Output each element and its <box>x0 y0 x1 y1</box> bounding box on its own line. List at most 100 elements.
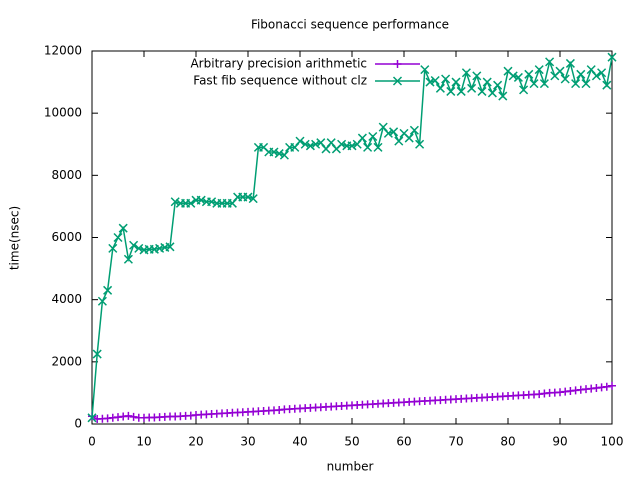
point-marker <box>300 139 310 149</box>
point-marker <box>274 149 284 159</box>
point-marker <box>295 136 305 146</box>
x-tick-label: 100 <box>601 435 624 449</box>
point-marker <box>597 68 607 78</box>
point-marker <box>123 254 133 264</box>
x-tick-label: 30 <box>240 435 255 449</box>
point-marker <box>129 240 139 250</box>
series-line <box>91 57 613 418</box>
point-marker <box>394 136 404 146</box>
point-marker <box>207 197 217 207</box>
point-marker <box>519 85 529 95</box>
point-marker <box>279 150 289 160</box>
point-marker <box>373 142 383 152</box>
point-marker <box>415 139 425 149</box>
point-marker <box>425 77 435 87</box>
point-marker <box>571 79 581 89</box>
point-marker <box>404 133 414 143</box>
y-tick-label: 2000 <box>51 354 82 368</box>
point-marker <box>363 142 373 152</box>
legend-marker <box>393 60 402 68</box>
point-marker <box>581 79 591 89</box>
y-tick-label: 4000 <box>51 292 82 306</box>
point-marker <box>534 65 544 75</box>
point-marker <box>118 223 128 233</box>
point-marker <box>529 79 539 89</box>
point-marker <box>430 75 440 86</box>
y-tick-label: 8000 <box>51 168 82 182</box>
x-tick-label: 40 <box>292 435 307 449</box>
legend-marker <box>392 76 403 86</box>
point-marker <box>545 57 555 67</box>
point-marker <box>305 141 315 151</box>
point-marker <box>560 74 570 84</box>
point-marker <box>124 411 133 420</box>
point-marker <box>608 381 616 390</box>
point-marker <box>311 139 321 149</box>
point-marker <box>269 147 279 157</box>
y-tick-label: 12000 <box>44 44 82 58</box>
point-marker <box>524 69 534 79</box>
point-marker <box>498 91 508 101</box>
y-tick-label: 6000 <box>51 230 82 244</box>
point-marker <box>87 413 97 423</box>
x-tick-label: 0 <box>88 435 96 449</box>
point-marker <box>565 58 575 68</box>
point-marker <box>409 125 419 135</box>
point-marker <box>555 66 565 76</box>
point-marker <box>508 71 518 81</box>
point-marker <box>389 127 399 137</box>
y-tick-label: 0 <box>74 417 82 431</box>
point-marker <box>383 128 393 138</box>
point-marker <box>513 72 523 82</box>
point-marker <box>196 195 206 205</box>
point-marker <box>186 198 196 208</box>
point-marker <box>435 83 445 93</box>
x-tick-label: 70 <box>448 435 463 449</box>
point-marker <box>368 131 378 142</box>
point-marker <box>170 197 180 207</box>
point-marker <box>477 86 487 96</box>
point-marker <box>539 79 549 89</box>
y-axis-label: time(nsec) <box>8 206 22 270</box>
x-axis-label: number <box>327 460 374 474</box>
legend-label: Arbitrary precision arithmetic <box>190 57 367 71</box>
point-marker <box>461 68 471 78</box>
point-marker <box>347 141 357 151</box>
legend-label: Fast fib sequence without clz <box>193 74 367 88</box>
x-tick-label: 50 <box>344 435 359 449</box>
point-marker <box>134 243 144 253</box>
point-marker <box>456 86 466 96</box>
point-marker <box>576 69 586 79</box>
point-marker <box>248 194 258 204</box>
point-marker <box>165 242 175 252</box>
x-tick-label: 10 <box>136 435 151 449</box>
point-marker <box>243 192 253 202</box>
x-tick-label: 90 <box>552 435 567 449</box>
point-marker <box>92 349 102 359</box>
point-marker <box>441 74 451 84</box>
point-marker <box>446 86 456 96</box>
x-tick-label: 60 <box>396 435 411 449</box>
point-marker <box>420 65 430 75</box>
chart-title: Fibonacci sequence performance <box>251 18 449 32</box>
point-marker <box>113 232 123 243</box>
point-marker <box>129 412 138 421</box>
y-tick-label: 10000 <box>44 106 82 120</box>
point-marker <box>103 285 113 295</box>
point-marker <box>493 80 503 90</box>
point-marker <box>487 88 497 98</box>
point-marker <box>591 71 601 81</box>
point-marker <box>467 83 477 93</box>
point-marker <box>451 77 461 87</box>
point-marker <box>337 139 347 149</box>
point-marker <box>472 71 482 81</box>
point-marker <box>108 243 118 253</box>
point-marker <box>97 296 107 306</box>
point-marker <box>482 77 492 87</box>
point-marker <box>357 133 367 143</box>
point-marker <box>607 52 617 62</box>
point-marker <box>602 80 612 90</box>
point-marker <box>602 382 611 391</box>
